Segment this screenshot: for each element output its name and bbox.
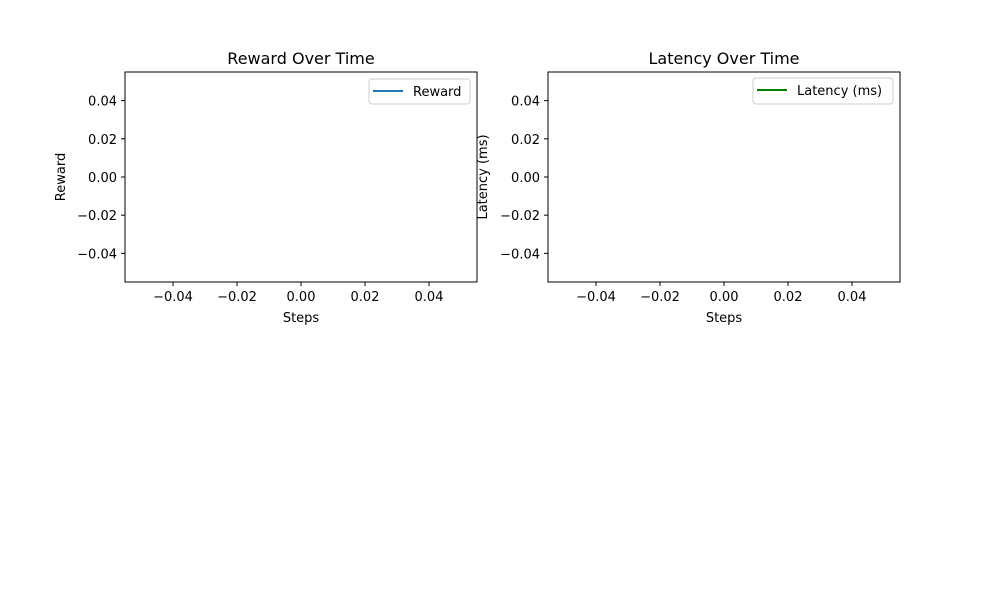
reward-y-tick-label: −0.02 [77,209,117,224]
reward-y-axis-label: Reward [54,153,69,201]
latency-ticks: −0.04 −0.02 0.00 0.02 0.04 −0.04 −0.02 0.00 0.02… [500,95,866,305]
reward-y-tick-label: 0.02 [88,133,117,148]
latency-y-tick-label: −0.04 [500,247,540,262]
latency-legend-box [752,77,894,105]
reward-plot-frame [124,71,478,283]
reward-ticks: −0.04 −0.02 0.00 0.02 0.04 −0.04 −0.02 0.00 0.02… [77,95,443,305]
reward-x-tick-label: 0.04 [415,290,444,305]
reward-chart: Reward Over Time Steps Reward −0.04 −0.02… [54,49,478,326]
reward-legend-label: Reward [413,85,461,100]
latency-plot-frame [547,71,901,283]
latency-chart: Latency Over Time Steps Latency (ms) −0.… [476,49,901,326]
latency-legend: Latency (ms) [752,77,894,105]
reward-legend: Reward [368,78,471,105]
latency-x-tick-label: −0.02 [640,290,680,305]
reward-legend-box [368,78,471,105]
reward-y-tick-label: −0.04 [77,247,117,262]
reward-x-axis-label: Steps [283,311,320,326]
latency-y-axis-label: Latency (ms) [476,134,491,219]
latency-y-tick-label: 0.02 [511,133,540,148]
latency-y-tick-label: −0.02 [500,209,540,224]
latency-chart-title: Latency Over Time [648,49,799,68]
latency-legend-label: Latency (ms) [797,84,882,99]
reward-x-tick-label: 0.00 [287,290,316,305]
latency-x-tick-label: 0.02 [774,290,803,305]
latency-x-tick-label: −0.04 [576,290,616,305]
latency-x-tick-label: 0.04 [838,290,867,305]
reward-x-tick-label: −0.04 [153,290,193,305]
reward-x-tick-label: −0.02 [217,290,257,305]
latency-x-tick-label: 0.00 [710,290,739,305]
latency-x-axis-label: Steps [706,311,743,326]
latency-y-tick-label: 0.04 [511,95,540,110]
latency-y-tick-label: 0.00 [511,171,540,186]
reward-y-tick-label: 0.04 [88,95,117,110]
reward-chart-title: Reward Over Time [227,49,374,68]
reward-x-tick-label: 0.02 [351,290,380,305]
reward-y-tick-label: 0.00 [88,171,117,186]
